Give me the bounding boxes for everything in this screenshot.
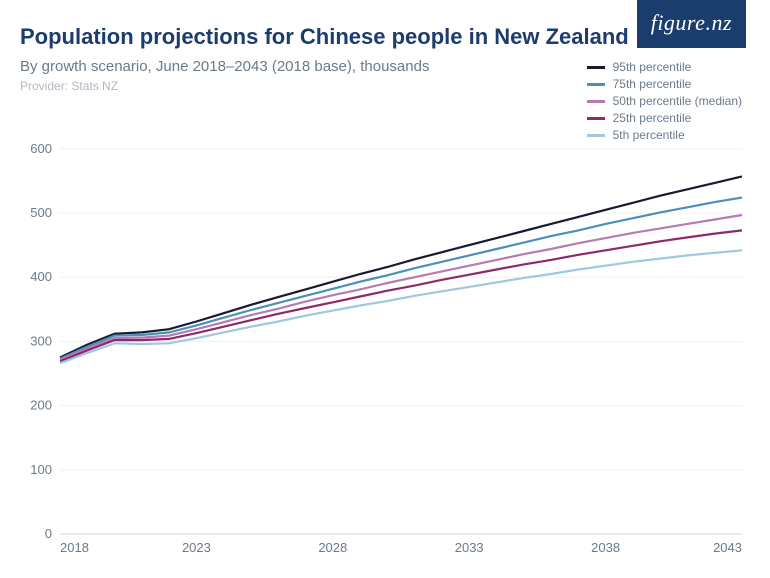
x-tick-label: 2033 (455, 540, 484, 555)
legend-swatch (587, 66, 605, 69)
series-p5 (60, 250, 742, 363)
legend-label: 50th percentile (median) (613, 94, 742, 108)
legend-item: 95th percentile (587, 60, 742, 74)
x-tick-label: 2023 (182, 540, 211, 555)
legend-label: 25th percentile (613, 111, 692, 125)
legend-swatch (587, 83, 605, 86)
figurenz-logo: figure.nz (637, 0, 746, 48)
line-chart-svg: 0 100 200 300 400 500 600 2018 2023 2028 2033 2038 2… (20, 130, 750, 560)
y-tick-label: 400 (30, 269, 52, 284)
y-tick: 0 (45, 526, 52, 541)
y-tick-label: 600 (30, 141, 52, 156)
x-tick: 2033 (455, 540, 484, 555)
legend-item: 50th percentile (median) (587, 94, 742, 108)
x-tick: 2018 (60, 540, 89, 555)
y-tick-label: 0 (45, 526, 52, 541)
x-tick-label: 2028 (318, 540, 347, 555)
x-tick-label: 2038 (591, 540, 620, 555)
legend-swatch (587, 100, 605, 103)
x-tick: 2038 (591, 540, 620, 555)
y-tick-label: 300 (30, 333, 52, 348)
y-tick: 100 (30, 462, 742, 477)
x-tick-label: 2018 (60, 540, 89, 555)
series-p75 (60, 198, 742, 359)
y-tick: 400 (30, 269, 742, 284)
y-tick: 200 (30, 398, 742, 413)
y-tick-label: 100 (30, 462, 52, 477)
y-tick-label: 500 (30, 205, 52, 220)
x-tick: 2043 (713, 540, 742, 555)
legend-item: 25th percentile (587, 111, 742, 125)
legend-item: 75th percentile (587, 77, 742, 91)
y-tick: 600 (30, 141, 742, 156)
chart-container: figure.nz Population projections for Chi… (0, 0, 770, 578)
x-tick: 2028 (318, 540, 347, 555)
series-p95 (60, 176, 742, 357)
x-tick-label: 2043 (713, 540, 742, 555)
legend-swatch (587, 117, 605, 120)
y-tick-label: 200 (30, 398, 52, 413)
x-tick: 2023 (182, 540, 211, 555)
legend-label: 75th percentile (613, 77, 692, 91)
legend-label: 95th percentile (613, 60, 692, 74)
chart-plot-area: 0 100 200 300 400 500 600 2018 2023 2028 2033 2038 2… (20, 130, 750, 560)
